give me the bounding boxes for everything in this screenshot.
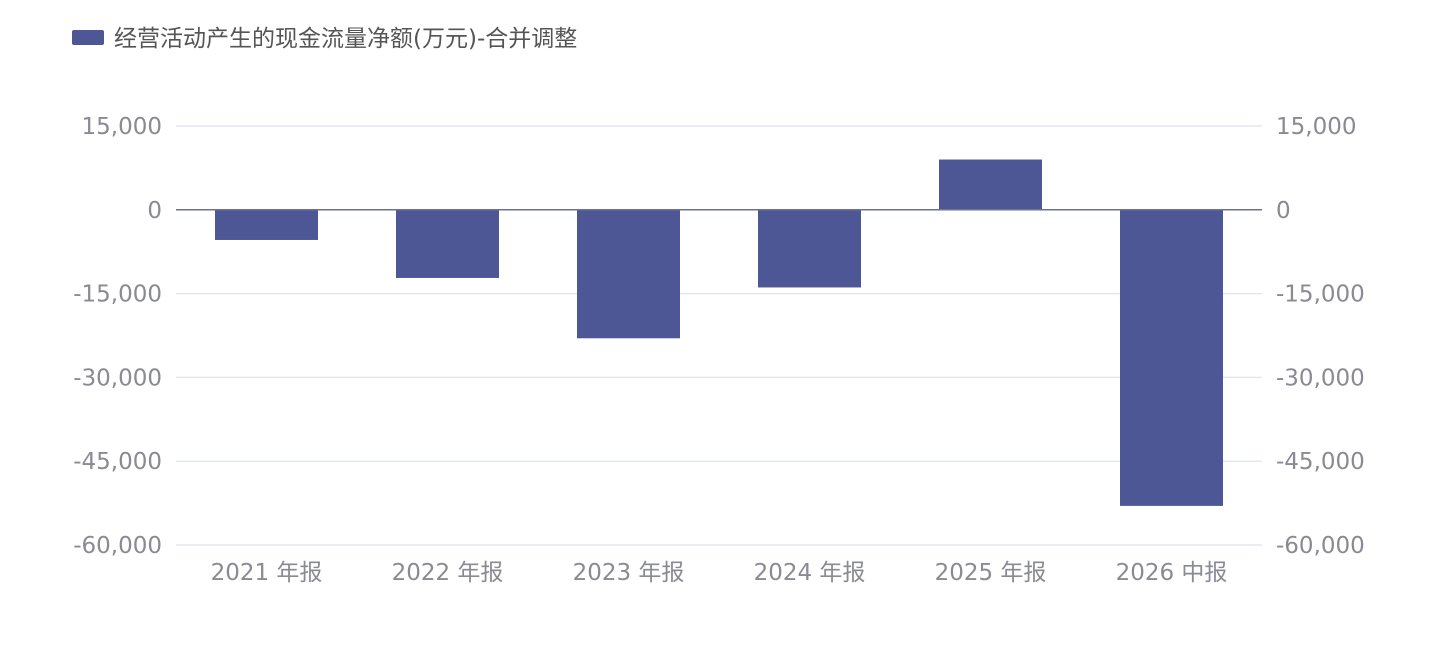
y-tick-label-right: 0 bbox=[1276, 198, 1291, 224]
y-tick-label-right: -15,000 bbox=[1276, 282, 1365, 308]
legend-label: 经营活动产生的现金流量净额(万元)-合并调整 bbox=[114, 26, 577, 52]
y-tick-label-left: -15,000 bbox=[73, 282, 162, 308]
y-tick-label-right: -45,000 bbox=[1276, 449, 1365, 475]
y-tick-label-right: -30,000 bbox=[1276, 365, 1365, 391]
y-tick-label-left: -45,000 bbox=[73, 449, 162, 475]
bar-5[interactable] bbox=[1120, 209, 1223, 506]
y-tick-label-left: -30,000 bbox=[73, 365, 162, 391]
axes: 15,000 0 -15,000 -30,000 -45,000 -60,000 15,00… bbox=[73, 114, 1365, 586]
bar-2[interactable] bbox=[577, 209, 680, 339]
grid-lines bbox=[176, 125, 1262, 546]
bar-0[interactable] bbox=[215, 209, 318, 240]
y-tick-label-right: 15,000 bbox=[1276, 114, 1356, 140]
bars bbox=[215, 159, 1223, 506]
x-tick-label: 2024 年报 bbox=[754, 560, 866, 586]
x-tick-label: 2023 年报 bbox=[573, 560, 685, 586]
x-tick-label: 2026 中报 bbox=[1116, 560, 1228, 586]
bar-4[interactable] bbox=[939, 159, 1042, 210]
y-tick-label-left: 15,000 bbox=[82, 114, 162, 140]
x-tick-label: 2025 年报 bbox=[935, 560, 1047, 586]
bar-3[interactable] bbox=[758, 209, 861, 288]
y-tick-label-left: -60,000 bbox=[73, 533, 162, 559]
y-tick-label-left: 0 bbox=[147, 198, 162, 224]
legend-swatch bbox=[72, 30, 104, 45]
x-tick-label: 2022 年报 bbox=[392, 560, 504, 586]
legend[interactable]: 经营活动产生的现金流量净额(万元)-合并调整 bbox=[72, 26, 577, 52]
y-tick-label-right: -60,000 bbox=[1276, 533, 1365, 559]
bar-1[interactable] bbox=[396, 209, 499, 278]
x-tick-label: 2021 年报 bbox=[211, 560, 323, 586]
